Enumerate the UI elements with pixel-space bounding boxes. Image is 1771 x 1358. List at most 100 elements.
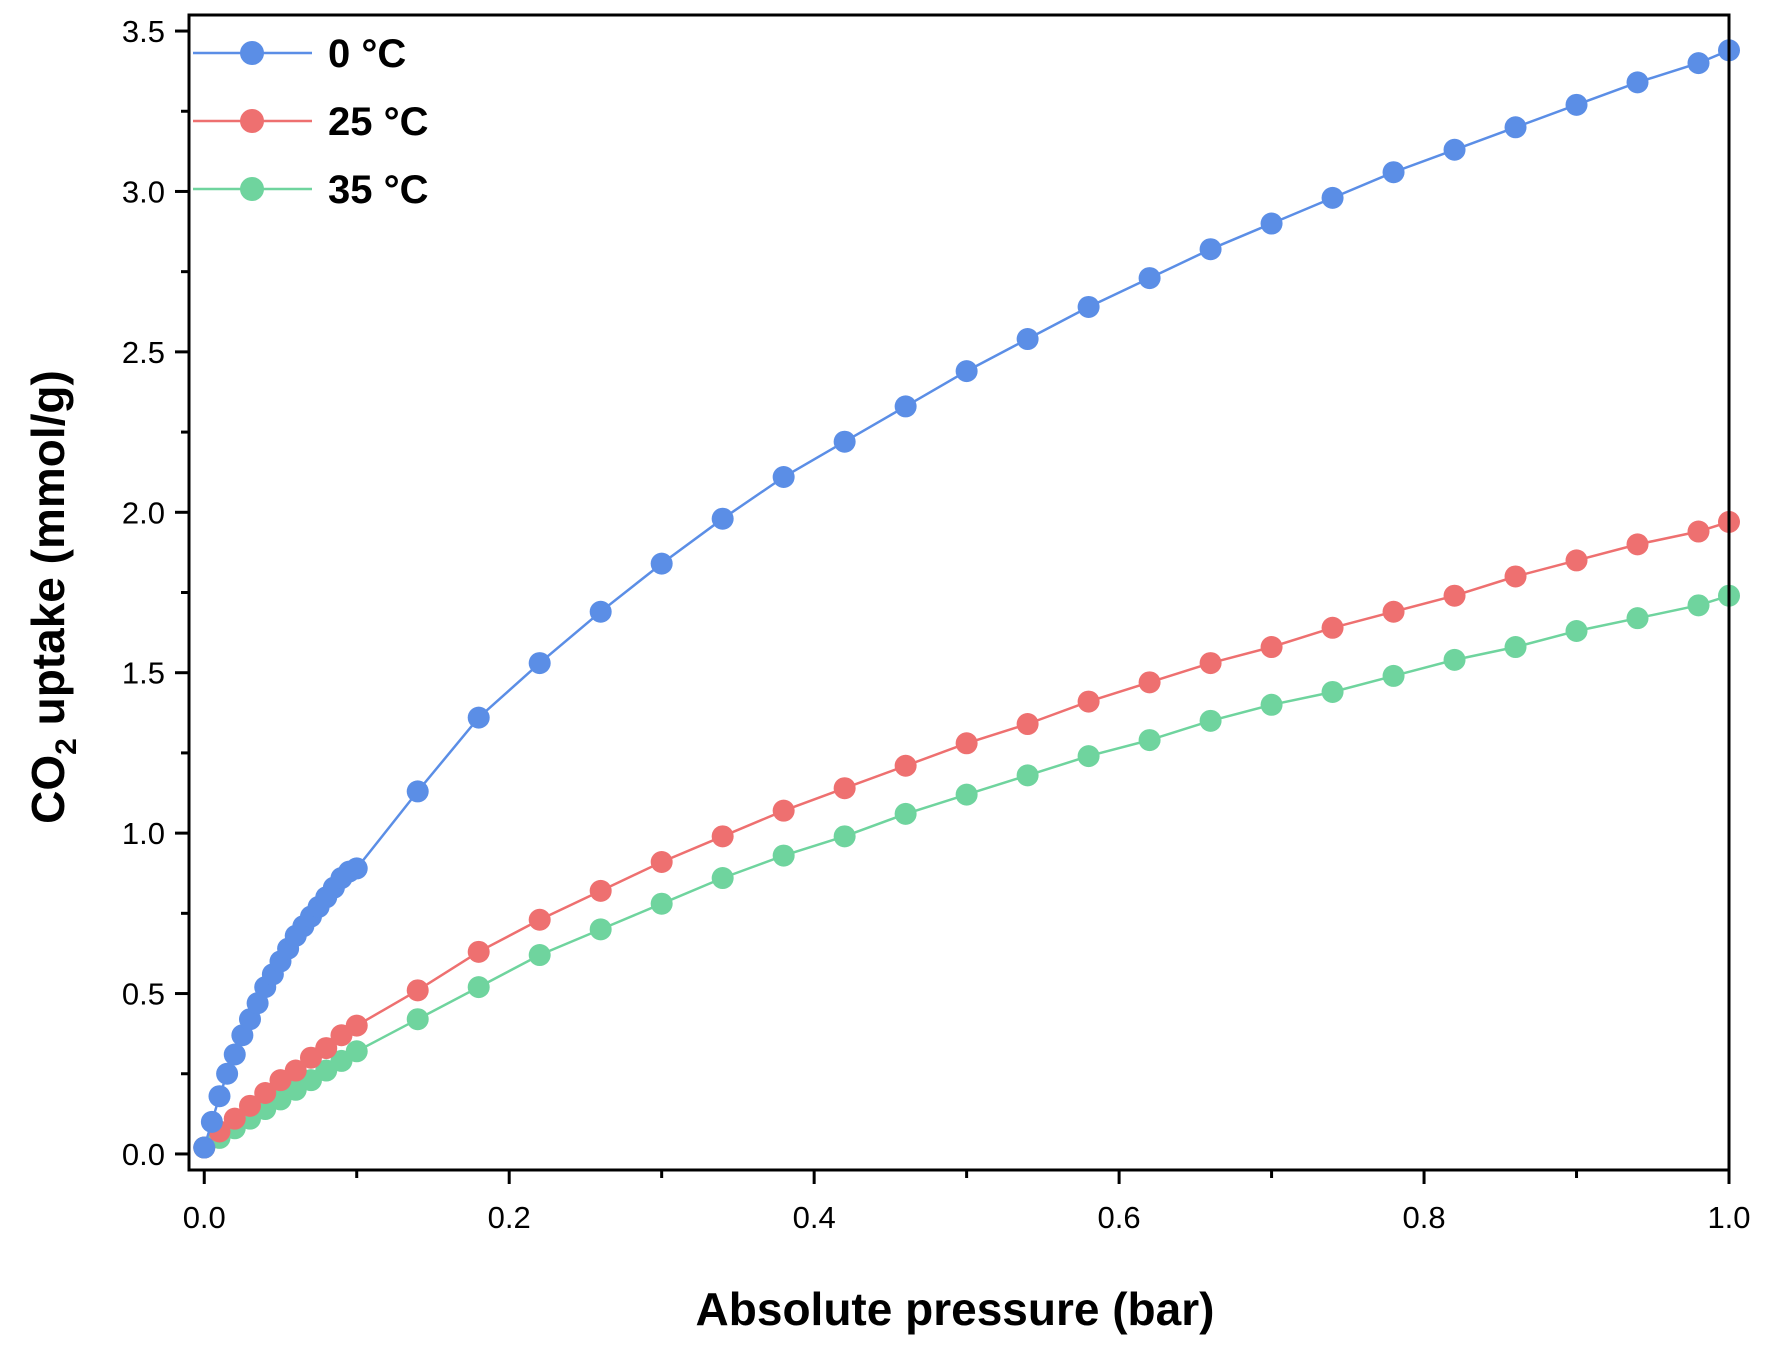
data-point [833,825,856,848]
data-point [1260,212,1283,235]
data-point [1443,648,1466,671]
y-axis-title-prefix: CO [22,755,74,824]
data-point [894,802,917,825]
series-35-Cc [193,584,1740,1159]
data-point [711,825,734,848]
data-point [1565,93,1588,116]
data-point [238,1094,261,1117]
data-point [711,867,734,890]
data-point [345,1040,368,1063]
data-point [467,940,490,963]
data-point [1626,71,1649,94]
data-point [200,1110,223,1133]
y-axis-title-suffix: uptake (mmol/g) [22,370,74,738]
data-point [955,732,978,755]
data-point [894,754,917,777]
data-point [711,507,734,530]
data-point [216,1062,239,1085]
y-tick-label: 1.5 [122,656,165,691]
data-point [1260,636,1283,659]
x-tick-label: 0.2 [488,1200,531,1235]
data-point [1565,549,1588,572]
y-tick-label: 3.0 [122,174,165,209]
series-line [203,594,1730,1149]
data-point [1626,607,1649,630]
data-point [1687,520,1710,543]
legend-label: 25 °C [328,100,429,144]
data-point [1138,267,1161,290]
legend-marker [240,41,264,65]
data-point [1138,671,1161,694]
data-point [589,918,612,941]
data-point [955,783,978,806]
data-point [315,1037,338,1060]
data-point [1321,680,1344,703]
data-point [1260,693,1283,716]
legend-label: 35 °C [328,168,429,212]
data-point [1321,616,1344,639]
data-point [650,851,673,873]
y-axis-title-subscript: 2 [50,738,83,755]
series-line [203,520,1730,1149]
data-point [772,844,795,867]
legend-label: 0 °C [328,32,406,76]
data-point [406,1008,429,1031]
y-tick-label: 0.0 [122,1137,165,1172]
data-point [528,652,551,675]
data-point [1016,764,1039,787]
data-point [1565,620,1588,642]
data-point [1504,636,1527,659]
data-point [1626,533,1649,556]
x-tick-label: 1.0 [1707,1200,1750,1235]
data-point [284,1059,307,1082]
data-point [1382,600,1405,623]
data-point [1321,186,1344,209]
legend-marker [240,109,264,133]
data-point [1077,690,1100,713]
data-point [650,552,673,575]
y-tick-label: 1.0 [122,816,165,851]
y-tick-label: 2.5 [122,335,165,370]
y-tick-label: 2.0 [122,495,165,530]
data-point [1687,52,1710,75]
data-point [528,908,551,931]
data-point [1443,584,1466,607]
data-point [1138,729,1161,752]
data-point [193,1136,216,1159]
data-point [955,360,978,383]
data-point [894,395,917,418]
data-point [1504,116,1527,139]
data-point [467,706,490,729]
x-tick-label: 0.4 [793,1200,836,1235]
legend-item: 35 °C [193,168,429,212]
data-point [772,466,795,488]
data-point [345,1014,368,1037]
x-axis-title: Absolute pressure (bar) [696,1283,1215,1335]
data-point [1687,594,1710,617]
data-point [1199,238,1222,261]
x-tick-label: 0.8 [1402,1200,1445,1235]
data-point [1199,652,1222,675]
data-point [833,430,856,453]
series-0-Cc [193,39,1740,1159]
x-tick-label: 0.0 [183,1200,226,1235]
data-point [650,892,673,915]
legend-marker [240,177,264,201]
data-point [1382,161,1405,184]
data-point [1443,138,1466,161]
data-point [1199,709,1222,732]
data-point [254,1082,277,1104]
data-point [589,879,612,902]
series-layer [193,39,1740,1159]
y-axis-title: CO2 uptake (mmol/g) [22,370,83,824]
legend-item: 25 °C [193,100,429,144]
y-tick-label: 0.5 [122,977,165,1012]
data-point [589,600,612,623]
data-point [1016,328,1039,351]
data-point [345,857,368,880]
data-point [1382,664,1405,687]
data-point [1504,565,1527,588]
series-25-Cc [193,510,1740,1159]
